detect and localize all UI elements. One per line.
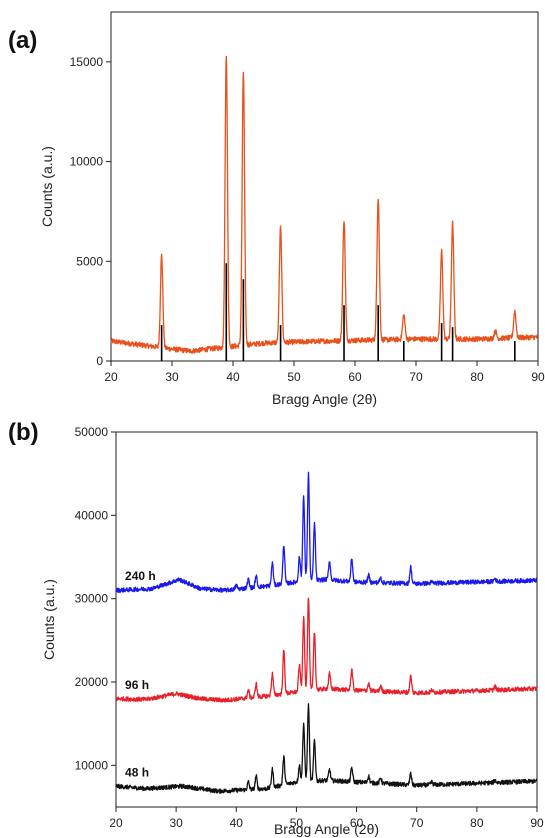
y-tick-label: 0 xyxy=(96,354,103,368)
y-tick-label: 10000 xyxy=(75,758,109,772)
x-tick-label: 20 xyxy=(109,816,123,830)
xrd-pattern-line xyxy=(110,55,539,354)
x-tick-label: 60 xyxy=(348,370,362,384)
y-axis-label: Counts (a.u.) xyxy=(39,146,55,227)
y-tick-label: 15000 xyxy=(70,55,104,69)
chart-panel-b: 20 30 40 50 60 70 80 90 10000 20000 30000 40000 5000… xyxy=(8,419,544,837)
y-tick-label: 10000 xyxy=(70,155,104,169)
x-tick-label: 50 xyxy=(290,816,304,830)
series-line-240h xyxy=(115,471,538,593)
panel-label: (a) xyxy=(8,27,37,54)
x-tick-label: 60 xyxy=(350,816,364,830)
panel-label: (b) xyxy=(8,419,39,446)
x-tick-label: 90 xyxy=(531,370,545,384)
y-tick-label: 50000 xyxy=(75,425,109,439)
x-tick-label: 30 xyxy=(169,816,183,830)
series-label: 48 h xyxy=(125,766,149,780)
x-tick-label: 70 xyxy=(409,370,423,384)
series-line-96h xyxy=(115,597,538,703)
x-tick-label: 40 xyxy=(226,370,240,384)
y-tick-label: 5000 xyxy=(76,254,103,268)
plot-frame xyxy=(110,11,539,362)
series-label: 240 h xyxy=(125,569,156,583)
x-tick-label: 80 xyxy=(470,816,484,830)
x-tick-label: 40 xyxy=(230,816,244,830)
x-axis-label: Bragg Angle (2θ) xyxy=(274,821,379,837)
y-axis-label: Counts (a.u.) xyxy=(41,579,57,660)
x-tick-label: 30 xyxy=(165,370,179,384)
series-line-48h xyxy=(115,703,538,794)
y-tick-label: 30000 xyxy=(75,592,109,606)
x-tick-label: 90 xyxy=(530,816,544,830)
x-axis-label: Bragg Angle (2θ) xyxy=(272,391,377,407)
y-tick-label: 40000 xyxy=(75,508,109,522)
y-tick-label: 20000 xyxy=(75,675,109,689)
x-tick-label: 70 xyxy=(410,816,424,830)
chart-panel-a: 20 30 40 50 60 70 80 90 0 5000 10000 15000 Bragg Ang… xyxy=(8,11,545,407)
x-tick-label: 20 xyxy=(104,370,118,384)
x-tick-label: 80 xyxy=(470,370,484,384)
x-tick-label: 50 xyxy=(287,370,301,384)
plot-frame xyxy=(115,431,538,808)
series-label: 96 h xyxy=(125,678,149,692)
